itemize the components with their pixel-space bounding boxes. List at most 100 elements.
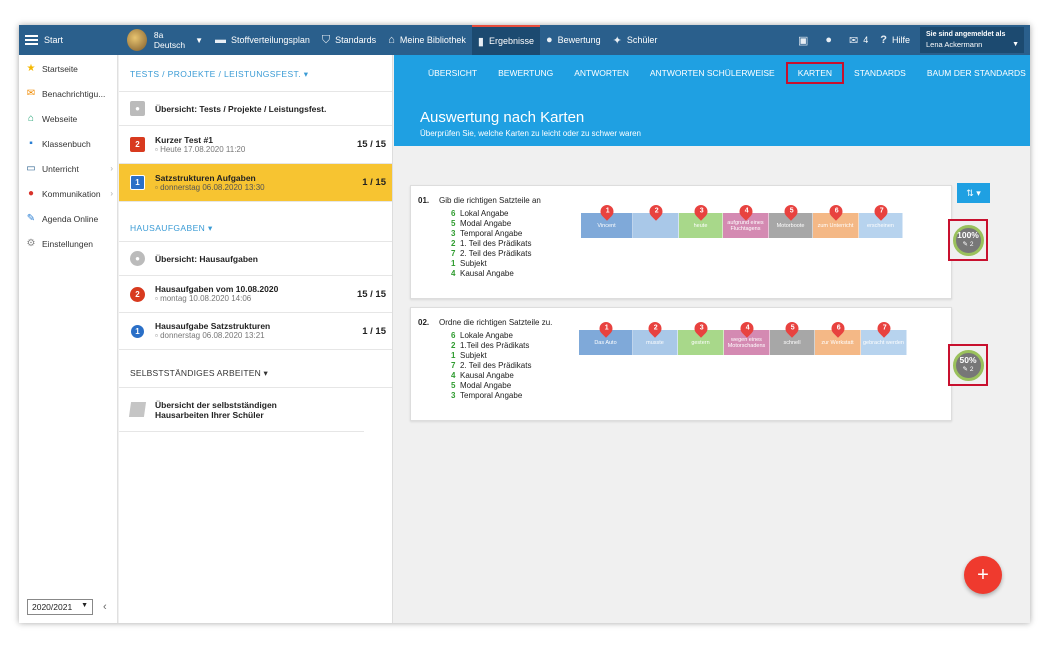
messages-button[interactable]: ✉ 4 (843, 25, 874, 55)
tab-bewertung[interactable]: BEWERTUNG (498, 67, 554, 78)
sort-button[interactable]: ⇅ ▾ (957, 183, 990, 203)
homework-overview-row[interactable]: ● Übersicht: Hausaufgaben (119, 242, 392, 276)
answer-card[interactable]: wegen eines Motorschadens 4 (724, 319, 770, 355)
answer-card[interactable]: schnell 5 (770, 319, 815, 355)
answer-card[interactable]: 2 (633, 202, 679, 238)
collapse-sidebar-icon[interactable]: ‹ (103, 601, 107, 613)
tests-section-header[interactable]: TESTS / PROJEKTE / LEISTUNGSFEST. ▾ (119, 55, 392, 92)
answer-key-item: 4 Kausal Angabe (451, 269, 531, 279)
tab-standards[interactable]: STANDARDS (854, 67, 906, 78)
nav-bewertung[interactable]: ● Bewertung (540, 25, 607, 55)
sidebar-item-webseite[interactable]: ⌂ Webseite (19, 106, 117, 131)
list-item[interactable]: 1 Hausaufgabe Satzstrukturen ▫ donnerstag… (119, 313, 392, 350)
answer-number: 7 (451, 361, 456, 370)
page-header: Auswertung nach Karten Überprüfen Sie, w… (394, 90, 1030, 146)
answer-card[interactable]: erscheinen 7 (859, 202, 903, 238)
students-icon: ✦ (612, 34, 622, 47)
tab-antworten[interactable]: ANTWORTEN (574, 67, 629, 78)
sidebar-item-kommunikation[interactable]: ● Kommunikation › (19, 181, 117, 206)
answer-number: 5 (451, 219, 456, 228)
card-strip: Vincent 1 2 heute 3 aufgrund eines Fluchtagen… (581, 202, 903, 238)
list-item-selected[interactable]: 1 Satzstrukturen Aufgaben ▫ donnerstag 06… (119, 164, 392, 202)
class-selector[interactable]: 8a Deutsch ▼ (119, 25, 209, 55)
pin-number: 7 (878, 207, 883, 215)
homework-section-header[interactable]: HAUSAUFGABEN ▾ (119, 202, 392, 242)
answer-card[interactable]: aufgrund eines Fluchtagens 4 (723, 202, 769, 238)
chevron-down-icon: ▾ (263, 368, 268, 378)
attempts-badge: 2 (130, 137, 145, 152)
answer-label: 1.Teil des Prädikats (460, 341, 530, 350)
answer-card[interactable]: zur Werkstatt 6 (815, 319, 861, 355)
answer-card[interactable]: heute 3 (679, 202, 723, 238)
chevron-down-icon: ▼ (195, 35, 203, 45)
nav-schueler[interactable]: ✦ Schüler (607, 25, 664, 55)
screen-share-button[interactable]: ▣ (792, 25, 819, 55)
user-menu[interactable]: Sie sind angemeldet als Lena Ackermann ▼ (920, 27, 1024, 53)
list-item[interactable]: 2 Kurzer Test #1 ▫ Heute 17.08.2020 11:20… (119, 126, 392, 164)
sidebar-item-startseite[interactable]: ★ Startseite (19, 56, 117, 81)
sidebar-item-klassenbuch[interactable]: ▪ Klassenbuch (19, 131, 117, 156)
row-date: donnerstag 06.08.2020 13:21 (160, 331, 265, 340)
envelope-icon: ✉ (26, 87, 36, 99)
start-menu-button[interactable]: Start (19, 25, 119, 55)
tab-uebersicht[interactable]: ÜBERSICHT (428, 67, 478, 78)
success-rate-indicator[interactable]: 50% ✎ 2 (948, 344, 988, 386)
answer-card[interactable]: Vincent 1 (581, 202, 633, 238)
answer-card[interactable]: gestern 3 (678, 319, 724, 355)
sidebar-item-label: Agenda Online (42, 213, 99, 224)
chevron-down-icon: ▼ (81, 602, 88, 609)
success-rate-indicator[interactable]: 100% ✎ 2 (948, 219, 988, 261)
answer-key-item: 3 Temporal Angabe (451, 391, 531, 401)
year-value: 2020/2021 (32, 602, 73, 612)
answer-card[interactable]: Motorboote 5 (769, 202, 813, 238)
attempts-count: ✎ 2 (963, 240, 974, 249)
answer-number: 1 (451, 351, 456, 360)
answer-label: Modal Angabe (460, 219, 512, 228)
tab-antworten-schuelerweise[interactable]: ANTWORTEN SCHÜLERWEISE (649, 67, 775, 78)
mail-icon: ✉ (849, 34, 859, 47)
answer-card[interactable]: Das Auto 1 (579, 319, 633, 355)
success-rate-ring: 50% ✎ 2 (952, 349, 984, 381)
answer-label: Temporal Angabe (460, 229, 523, 238)
list-item[interactable]: 2 Hausaufgaben vom 10.08.2020 ▫ montag 10… (119, 276, 392, 313)
answer-label: Kausal Angabe (460, 269, 514, 278)
sidebar-item-einstellungen[interactable]: ⚙ Einstellungen (19, 231, 117, 256)
sidebar-item-label: Klassenbuch (42, 138, 91, 149)
map-pin-icon: 5 (782, 319, 802, 338)
chat-button[interactable]: ● (819, 25, 843, 55)
chevron-right-icon: › (110, 164, 113, 173)
answer-card[interactable]: musste 2 (633, 319, 678, 355)
map-pin-icon: 1 (596, 319, 615, 338)
pin-number: 1 (604, 207, 609, 215)
nav-meine-bibliothek[interactable]: ⌂ Meine Bibliothek (382, 25, 472, 55)
attempts-value: 2 (969, 241, 974, 248)
sidebar-item-benachrichtigungen[interactable]: ✉ Benachrichtigu... (19, 81, 117, 106)
nav-standards[interactable]: ⛉ Standards (316, 25, 382, 55)
answer-key-item: 4 Kausal Angabe (451, 371, 531, 381)
tests-overview-row[interactable]: ● Übersicht: Tests / Projekte / Leistung… (119, 92, 392, 126)
add-button[interactable]: + (964, 556, 1002, 594)
map-pin-icon: 4 (736, 202, 755, 221)
pencil-icon: ✎ (962, 366, 970, 373)
answer-card[interactable]: zum Unterricht 6 (813, 202, 859, 238)
answer-card[interactable]: gebracht werden 7 (861, 319, 907, 355)
sidebar-item-agenda-online[interactable]: ✎ Agenda Online (19, 206, 117, 231)
answer-key-item: 3 Temporal Angabe (451, 229, 531, 239)
library-icon: ⌂ (388, 34, 395, 46)
self-work-overview-row[interactable]: Übersicht der selbstständigen Hausarbeite… (119, 388, 364, 432)
answer-key-item: 7 2. Teil des Prädikats (451, 361, 531, 371)
nav-stoffverteilungsplan[interactable]: ▬ Stoffverteilungsplan (209, 25, 316, 55)
chevron-down-icon: ▾ (303, 69, 309, 79)
tab-karten[interactable]: KARTEN (785, 61, 845, 84)
pin-number: 3 (698, 207, 703, 215)
page-title: Auswertung nach Karten (420, 109, 585, 126)
nav-ergebnisse[interactable]: ▮ Ergebnisse (471, 25, 540, 55)
sidebar-item-unterricht[interactable]: ▭ Unterricht › (19, 156, 117, 181)
year-select[interactable]: 2020/2021 ▼ (27, 599, 93, 615)
row-score: 1 / 15 (362, 325, 386, 337)
help-button[interactable]: ? Hilfe (874, 25, 916, 55)
self-work-section-header[interactable]: SELBSTSTÄNDIGES ARBEITEN ▾ (119, 350, 392, 388)
tab-baum-der-standards[interactable]: BAUM DER STANDARDS (926, 67, 1026, 78)
section-title: SELBSTSTÄNDIGES ARBEITEN (130, 368, 261, 378)
start-label: Start (44, 35, 64, 45)
